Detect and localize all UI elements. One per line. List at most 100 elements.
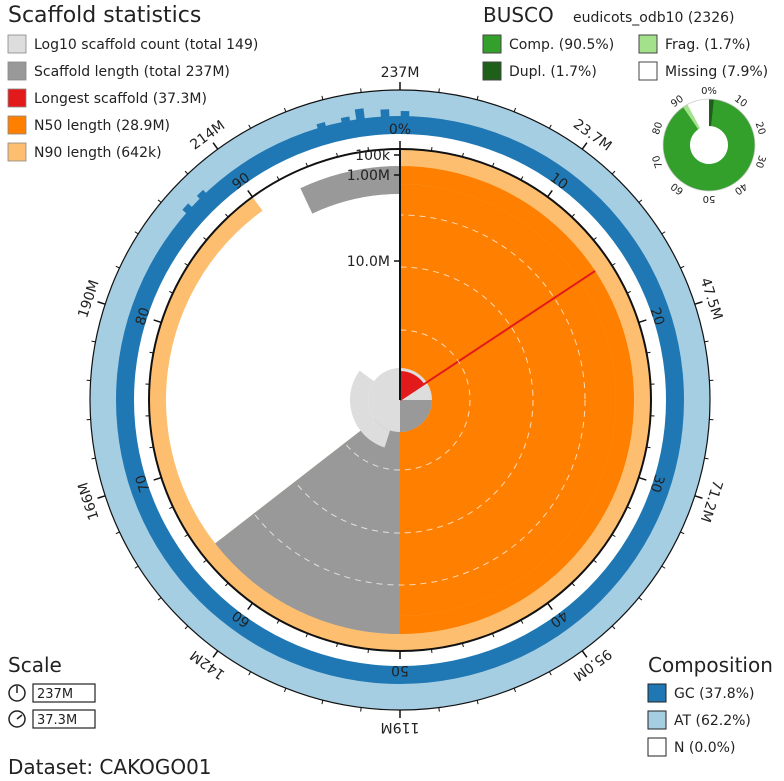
legend-label: GC (37.8%) [674,686,754,702]
legend-label: N (0.0%) [674,740,735,756]
gc-spike [182,203,193,214]
outer-axis-label: 47.5M [697,276,726,322]
outer-minor-tick [91,340,96,343]
inner-minor-tick [149,351,154,354]
outer-tick [694,301,703,305]
inner-tick [247,602,254,610]
inner-minor-tick [571,582,575,587]
inner-minor-tick [184,534,189,538]
legend-label: AT (62.2%) [674,713,751,729]
empty-wedge [166,188,400,544]
outer-minor-tick [321,95,324,100]
inner-minor-tick [520,619,524,624]
inner-tick [153,476,162,481]
gc-spike [380,109,390,118]
inner-minor-tick [571,213,575,218]
gc-spike [316,121,327,130]
outer-minor-tick [283,688,287,693]
inner-minor-tick [491,162,495,167]
busco-outline [662,98,756,192]
outer-tick [97,495,106,499]
outer-minor-tick [360,707,362,712]
inner-minor-tick [276,176,280,181]
outer-minor-tick [513,107,517,112]
outer-minor-tick [134,231,139,235]
inner-minor-tick [225,582,229,587]
inner-tick [546,602,553,610]
outer-minor-tick [438,707,440,712]
busco-tick-label: 20 [753,121,767,137]
outer-minor-tick [513,688,517,693]
clock-icon [8,684,26,702]
inner-tick [546,190,553,198]
inner-minor-tick [305,633,309,638]
inner-tick [247,190,254,198]
scale-box-longest [32,709,96,729]
busco-legend: Comp. (90.5%) Frag. (1.7%) Dupl. (1.7%) Mis… [482,34,768,81]
outer-minor-tick [134,565,139,569]
inner-minor-tick [646,446,651,449]
inner-minor-tick [203,559,207,563]
inner-minor-tick [169,506,174,510]
busco-lineage: eudicots_odb10 (2326) [573,10,734,26]
outer-minor-tick [704,340,709,343]
inner-minor-tick [225,213,229,218]
busco-duplicated-arc [709,99,714,127]
outer-minor-tick [704,457,709,460]
scale-item-total: 237M [8,683,96,703]
busco-tick-label: 70 [651,154,665,170]
inner-axis-label: 30 [646,472,667,494]
outer-minor-tick [157,199,162,203]
legend-swatch [647,683,667,703]
outer-minor-tick [321,700,324,705]
outer-axis-label: 190M [75,278,102,320]
empty-wedge [361,194,400,400]
inner-minor-tick [336,642,339,648]
inner-minor-tick [626,290,631,294]
outer-axis-label: 166M [75,480,102,522]
inner-axis-label: 0% [389,122,411,138]
inner-minor-tick [593,559,597,563]
legend-label: Scaffold length (total 237M) [34,64,230,80]
gc-spike [354,108,365,121]
scale-title: Scale [8,653,62,677]
outer-minor-tick [661,565,666,569]
inner-axis-label: 70 [133,472,154,494]
outer-minor-tick [115,531,120,535]
scale-box-total [32,683,96,703]
clock-icon [8,710,26,728]
radial-label: 100k [355,148,391,164]
inner-tick [638,319,647,324]
inner-minor-tick [520,176,524,181]
outer-minor-tick [248,671,252,676]
log-count-outer [349,370,391,448]
outer-minor-tick [438,88,440,93]
inner-minor-tick [611,262,616,266]
outer-minor-tick [157,597,162,601]
core-scaffold [400,400,432,432]
outer-minor-tick [91,457,96,460]
outer-tick [581,142,588,150]
busco-tick-label: 0% [701,86,717,97]
longest-scaffold-arc [400,371,425,400]
busco-complete-arc [663,99,756,191]
legend-swatch [7,61,27,81]
legend-swatch [638,61,658,81]
inner-minor-tick [430,146,433,152]
legend-label: N90 length (642k) [34,145,162,161]
legend-swatch [647,737,667,757]
outer-axis-label: 237M [381,65,420,81]
inner-minor-tick [336,152,339,158]
outer-minor-tick [638,597,643,601]
inner-minor-tick [203,237,207,241]
outer-tick [212,650,219,658]
outer-minor-tick [115,265,120,269]
inner-axis-label: 50 [391,662,409,678]
outer-minor-tick [248,124,252,129]
scale-label-total: 237M [37,687,73,702]
inner-minor-tick [461,152,464,158]
busco-fragmented-arc [683,104,701,130]
inner-minor-tick [184,262,189,266]
